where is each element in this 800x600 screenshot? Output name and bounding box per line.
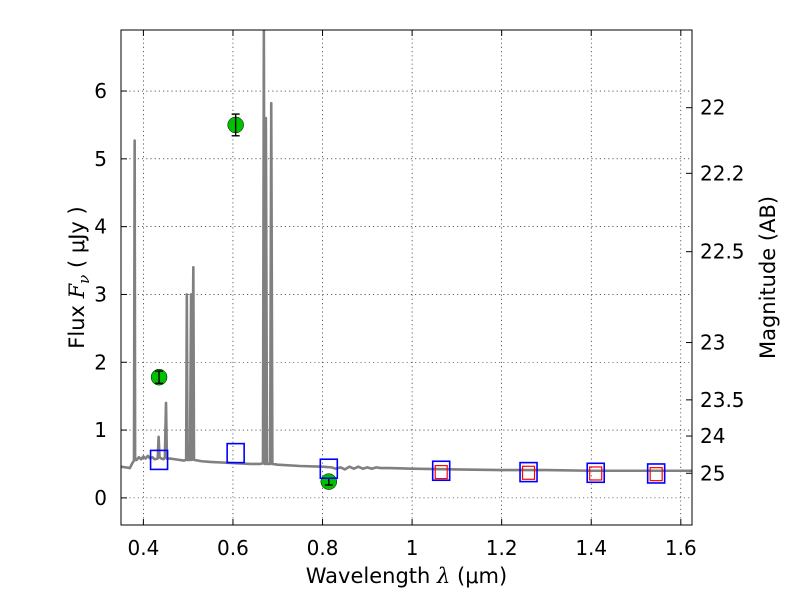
y-axis-label: Flux Fν ( μJy )	[65, 206, 93, 348]
right-axis-label: Magnitude (AB)	[756, 196, 780, 359]
right-tick-label: 23.5	[700, 388, 745, 412]
x-axis-label: Wavelength λ (μm)	[306, 564, 507, 588]
x-tick-label: 1	[406, 536, 419, 560]
model-band-marker-blue	[586, 462, 606, 484]
y-axis-label-prefix: Flux	[65, 298, 89, 348]
x-tick-label: 0.4	[127, 536, 159, 560]
plot-area	[121, 30, 692, 490]
y-tick-label: 2	[94, 350, 107, 374]
right-tick-label: 22	[700, 96, 725, 120]
model-band-marker-blue	[149, 449, 169, 471]
y-axis-label-units: ( μJy )	[65, 206, 89, 274]
y-tick-label: 6	[94, 79, 107, 103]
x-tick-label: 1.6	[665, 536, 697, 560]
right-tick-label: 22.5	[700, 240, 745, 264]
y-axis-label-subscript: ν	[75, 275, 93, 284]
model-band-marker-red	[521, 465, 536, 480]
right-tick-label: 22.2	[700, 161, 745, 185]
spectrum-line	[121, 30, 692, 473]
x-axis-label-units: (μm)	[450, 564, 507, 588]
y-tick-label: 4	[94, 215, 107, 239]
right-tick-label: 25	[700, 461, 725, 485]
x-axis-label-symbol: λ	[436, 564, 450, 588]
model-band-marker-blue	[226, 442, 245, 464]
x-axis-label-prefix: Wavelength	[306, 564, 437, 588]
axis-ticks: 0.4 0.6 0.8 1 1.2 1.4 1.601234562222.222.52323…	[94, 30, 745, 560]
x-tick-label: 1.4	[575, 536, 607, 560]
right-tick-label: 24	[700, 424, 725, 448]
y-tick-label: 5	[94, 147, 107, 171]
model-band-marker-blue	[519, 461, 538, 483]
model-band-marker-red	[589, 466, 603, 481]
x-tick-label: 0.6	[217, 536, 249, 560]
y-tick-label: 1	[94, 418, 107, 442]
x-tick-label: 1.2	[486, 536, 518, 560]
grid-lines	[121, 30, 692, 525]
model-band-marker-blue	[319, 458, 339, 480]
y-axis-label-symbol: F	[65, 282, 89, 299]
x-tick-label: 0.8	[307, 536, 339, 560]
model-band-marker-blue	[431, 460, 451, 482]
model-band-marker-blue	[646, 463, 666, 484]
y-tick-label: 3	[94, 282, 107, 306]
model-band-marker-red	[434, 465, 448, 480]
axes-frame	[120, 29, 693, 526]
y-tick-label: 0	[94, 486, 107, 510]
model-band-marker-red	[649, 467, 663, 482]
right-tick-label: 23	[700, 331, 725, 355]
